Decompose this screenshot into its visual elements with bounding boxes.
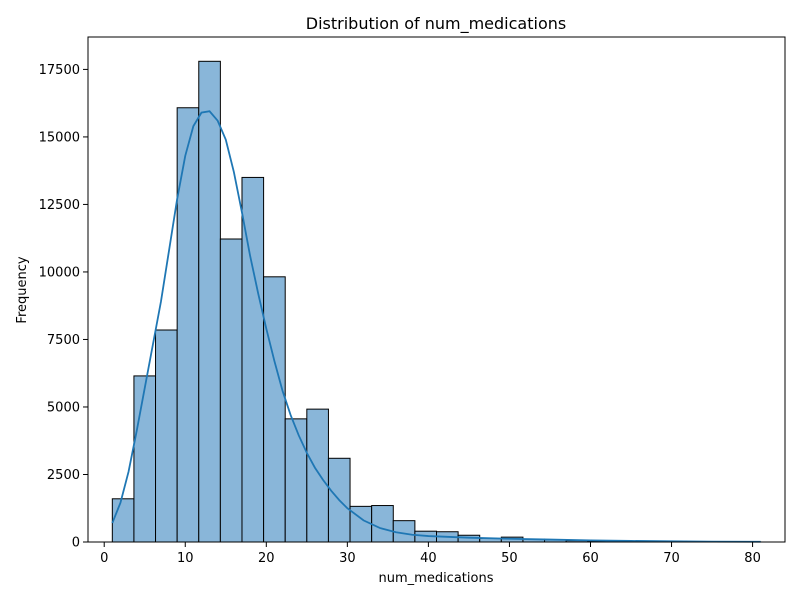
- x-tick-label: 40: [420, 551, 437, 566]
- y-tick-label: 0: [72, 536, 80, 551]
- histogram-bar-3: [155, 329, 178, 543]
- histogram-bar-5: [198, 60, 221, 543]
- histogram-bar-6: [219, 238, 243, 543]
- y-tick-label: 10000: [39, 265, 80, 280]
- histogram-bar-14: [392, 520, 416, 543]
- x-tick-label: 20: [258, 551, 275, 566]
- histogram-bar-4: [176, 107, 200, 543]
- y-axis-ticks: 0 2500 5000 7500 10000 12500 15000 17500: [39, 63, 88, 551]
- histogram-bar-9: [284, 418, 308, 543]
- histogram-bar-10: [306, 408, 329, 543]
- histogram-bar-1: [111, 498, 135, 543]
- axes-frame: [87, 36, 786, 543]
- kde-curve: [111, 110, 761, 543]
- y-tick-label: 15000: [39, 130, 80, 145]
- x-tick-label: 10: [177, 551, 194, 566]
- y-tick-label: 5000: [47, 400, 80, 415]
- x-tick-label: 80: [744, 551, 761, 566]
- histogram-bar-2: [133, 375, 157, 543]
- x-axis-ticks: 0 10 20 30 40 50 60 70 80: [100, 542, 761, 566]
- x-tick-label: 50: [501, 551, 518, 566]
- y-tick-label: 17500: [39, 63, 80, 78]
- histogram-bar-13: [371, 505, 394, 543]
- x-tick-label: 0: [100, 551, 108, 566]
- x-tick-label: 60: [582, 551, 599, 566]
- y-tick-label: 7500: [47, 333, 80, 348]
- x-axis-label: num_medications: [379, 571, 494, 586]
- y-axis-label: Frequency: [15, 256, 30, 323]
- histogram-bar-8: [263, 276, 286, 543]
- chart-title: Distribution of num_medications: [306, 14, 566, 34]
- y-tick-label: 2500: [47, 468, 80, 483]
- x-tick-label: 30: [339, 551, 356, 566]
- y-tick-label: 12500: [39, 198, 80, 213]
- x-tick-label: 70: [663, 551, 680, 566]
